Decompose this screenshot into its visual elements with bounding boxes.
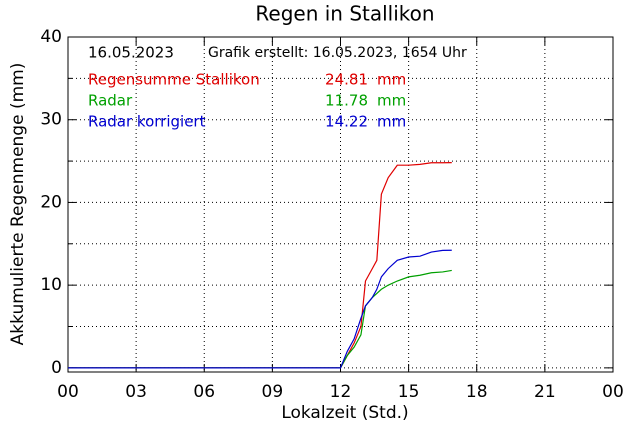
x-tick-label: 00: [602, 382, 624, 402]
legend-label: Radar: [88, 92, 133, 110]
x-tick-label: 06: [193, 382, 215, 402]
annotation: Grafik erstellt: 16.05.2023, 1654 Uhr: [208, 45, 467, 61]
y-tick-label: 30: [40, 110, 62, 130]
x-tick-label: 18: [466, 382, 488, 402]
y-axis-label: Akkumulierte Regenmenge (mm): [8, 63, 28, 346]
x-tick-label: 03: [125, 382, 147, 402]
x-tick-label: 00: [57, 382, 79, 402]
x-tick-label: 09: [262, 382, 284, 402]
legend-label: Radar korrigiert: [88, 113, 206, 131]
x-tick-label: 21: [534, 382, 556, 402]
y-tick-label: 10: [40, 275, 62, 295]
y-tick-label: 0: [51, 358, 62, 378]
series-line: [68, 269, 452, 369]
annotation: 16.05.2023: [88, 44, 174, 62]
legend-total: 14.22: [325, 113, 368, 131]
legend-total: 24.81: [325, 71, 368, 89]
x-tick-label: 12: [330, 382, 352, 402]
x-axis-label: Lokalzeit (Std.): [281, 403, 408, 423]
series-line: [68, 249, 452, 369]
y-tick-label: 40: [40, 27, 62, 47]
legend-unit: mm: [377, 92, 406, 110]
x-tick-label: 15: [398, 382, 420, 402]
plot-frame: [67, 36, 614, 373]
legend-label: Regensumme Stallikon: [88, 71, 260, 89]
chart-title: Regen in Stallikon: [255, 2, 434, 26]
legend-total: 11.78: [325, 92, 368, 110]
legend-unit: mm: [377, 71, 406, 89]
legend-unit: mm: [377, 113, 406, 131]
series-line: [68, 162, 452, 369]
y-tick-label: 20: [40, 192, 62, 212]
